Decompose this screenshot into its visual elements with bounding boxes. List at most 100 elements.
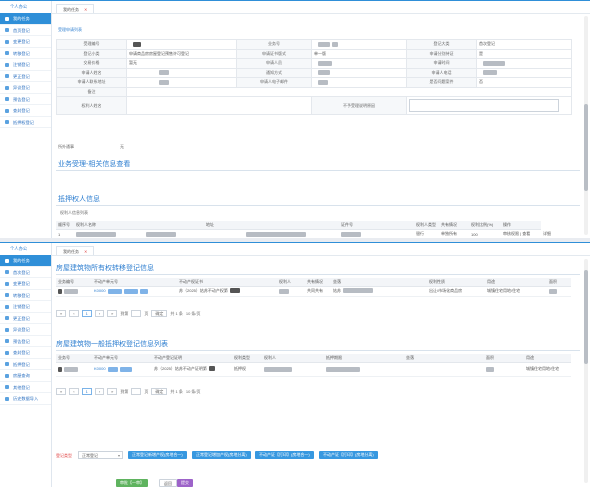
field-value: 无: [120, 144, 124, 149]
print-cert-unified-button[interactable]: 不动产证【打印】(房地合一): [255, 451, 314, 459]
back-button[interactable]: 返回: [159, 479, 177, 487]
column-header: 共有情况: [439, 221, 469, 230]
sidebar-item[interactable]: 异议登记: [0, 82, 51, 94]
sidebar-item[interactable]: 首次登记: [0, 267, 51, 278]
sidebar-item[interactable]: 我的任务: [0, 13, 51, 25]
menu-item-icon: [5, 258, 9, 263]
sidebar-item-label: 预告登记: [13, 96, 30, 102]
sidebar-item[interactable]: 注销登记: [0, 301, 51, 313]
pager-confirm-button[interactable]: 确定: [151, 310, 168, 317]
sub-tab-mortgagee-list[interactable]: 权利人信息列表: [60, 210, 88, 215]
pager-page-input[interactable]: [131, 310, 142, 317]
pager-next-button[interactable]: ›: [94, 310, 105, 317]
sidebar-item[interactable]: 变更登记: [0, 278, 51, 290]
sidebar-item[interactable]: 抵押权登记: [0, 117, 51, 128]
tab-my-tasks[interactable]: 我的任务 ✕: [56, 4, 95, 13]
sidebar-header[interactable]: 个人办公: [10, 4, 28, 9]
print-cert-separate-button[interactable]: 不动产证【打印】(房地分离): [319, 451, 378, 459]
column-header: 不动产登记证明: [152, 354, 232, 363]
close-icon[interactable]: ✕: [84, 7, 88, 12]
pager-page-button[interactable]: 1: [81, 310, 92, 317]
divider: [56, 205, 580, 206]
pager-first-button[interactable]: «: [56, 388, 67, 395]
sidebar-item[interactable]: 更正登记: [0, 313, 51, 324]
breadcrumb[interactable]: 受理申请列表: [58, 27, 82, 32]
sidebar-item[interactable]: 变更登记: [0, 36, 51, 48]
approve-button[interactable]: 审批【一审】: [116, 479, 148, 487]
sidebar-item[interactable]: 查封登记: [0, 347, 51, 359]
field-value: [126, 77, 237, 88]
table-row[interactable]: K0000 苏（2025）姑苏不动产证明第 抵押权 城镇住宅用地/住宅: [56, 362, 571, 377]
sidebar-item[interactable]: 历史数据导入: [0, 393, 51, 405]
field-label: 登记小类: [56, 48, 127, 59]
close-icon[interactable]: ✕: [84, 249, 88, 254]
pager-confirm-button[interactable]: 确定: [151, 388, 168, 395]
cell: [339, 229, 374, 238]
scrollbar[interactable]: [584, 259, 588, 483]
cell: 城镇住宅用地/住宅: [485, 286, 547, 297]
cell: [262, 362, 324, 377]
mortgagee-table: 顺序号 权利人名称 地址 证件号 权利人类型 共有情况 权利比例(%) 操作 1 银行 单独所…: [56, 221, 571, 238]
tab-my-tasks[interactable]: 我的任务 ✕: [56, 246, 95, 255]
reg-type-select[interactable]: 正常登记 ▾: [78, 451, 123, 459]
sidebar-item[interactable]: 预告登记: [0, 94, 51, 105]
add-property-unified-button[interactable]: 正常登记新增产权(房地合一): [128, 451, 187, 459]
menu-item-icon: [5, 316, 9, 320]
cell: [324, 362, 404, 377]
field-label: 登记大类: [406, 39, 477, 50]
sidebar-item-label: 首次登记: [13, 269, 30, 275]
pager-prev-button[interactable]: ‹: [69, 388, 79, 395]
submit-button[interactable]: 提交: [177, 479, 193, 487]
scrollbar-thumb[interactable]: [584, 103, 588, 192]
ownership-transfer-table: 业务编号 不动产单元号 不动产权证书 权利人 共有情况 坐落 权利性质 用途 面积 K0000 …: [56, 278, 571, 297]
pager-next-button[interactable]: ›: [94, 388, 105, 395]
tab-bar: 我的任务 ✕: [52, 1, 590, 14]
sidebar-item-label: 房屋查询: [13, 373, 30, 378]
pager-goto-label: 到第: [120, 388, 129, 394]
add-property-separate-button[interactable]: 正常登记增加产权(房地分离): [192, 451, 251, 459]
scrollbar[interactable]: [584, 16, 588, 235]
sidebar-item[interactable]: 其他登记: [0, 382, 51, 393]
cell: 城镇住宅用地/住宅: [524, 362, 571, 377]
sidebar-item[interactable]: 转移登记: [0, 290, 51, 301]
sidebar-item[interactable]: 更正登记: [0, 71, 51, 82]
menu-item-icon: [5, 304, 9, 309]
sidebar-item[interactable]: 我的任务: [0, 255, 51, 267]
pager-page-button[interactable]: 1: [81, 388, 92, 395]
application-form: 受理编号 业务号 登记大类 首次登记 登记小类 申请商品房房屋登记预售许可登记 …: [56, 39, 572, 115]
row-action-link[interactable]: 审核权限 | 查看: [501, 229, 541, 238]
pager-first-button[interactable]: «: [56, 310, 67, 317]
sidebar-item-label: 注销登记: [13, 62, 30, 67]
sidebar-item[interactable]: 转移登记: [0, 48, 51, 59]
pager-page-input[interactable]: [131, 388, 142, 395]
sidebar-item[interactable]: 房屋查询: [0, 370, 51, 382]
column-header: 权利人: [277, 278, 305, 287]
sidebar-item-label: 首页登记: [13, 27, 30, 33]
cell: K0000: [92, 362, 152, 377]
menu-item-icon: [5, 362, 9, 366]
sidebar-item-label: 转移登记: [13, 50, 30, 56]
column-header: 权利人类型: [414, 221, 439, 230]
detail-link[interactable]: 详细: [541, 229, 571, 238]
pager-last-button[interactable]: »: [107, 388, 118, 395]
cell: K0000: [92, 286, 177, 297]
sidebar-item[interactable]: 异议登记: [0, 324, 51, 336]
cell: 共同共有: [305, 286, 331, 297]
pager-last-button[interactable]: »: [107, 310, 118, 317]
section-title: 业务受理-相关信息查看: [58, 161, 131, 168]
reason-field[interactable]: [406, 96, 572, 115]
field-label: 申请人电话: [406, 67, 477, 78]
sidebar-item[interactable]: 抵押登记: [0, 359, 51, 370]
table-row[interactable]: K0000 苏（2025）姑苏不动产权第 共同共有 姑苏 出让/市场化商品房 城…: [56, 286, 571, 297]
scrollbar-thumb[interactable]: [584, 270, 588, 365]
pager-prev-button[interactable]: ‹: [69, 310, 79, 317]
sidebar-item[interactable]: 预告登记: [0, 336, 51, 347]
sidebar-item[interactable]: 首页登记: [0, 25, 51, 36]
sidebar-header[interactable]: 个人办公: [10, 246, 28, 251]
column-header: 顺序号: [56, 221, 74, 230]
sidebar-item[interactable]: 注销登记: [0, 59, 51, 71]
menu-item-icon: [5, 373, 9, 378]
sidebar-item[interactable]: 查封登记: [0, 105, 51, 117]
field-value: [476, 67, 572, 78]
pager-page-label: 页: [144, 310, 149, 316]
